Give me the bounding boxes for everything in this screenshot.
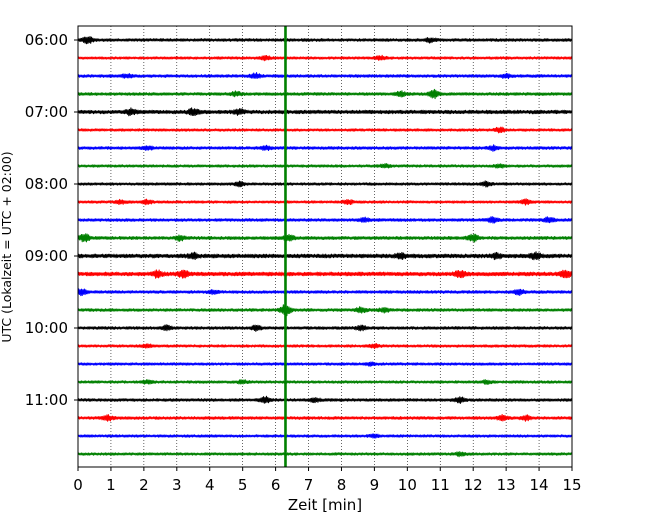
- seismogram-trace-11:45: [77, 451, 573, 458]
- plot-frame: [77, 25, 573, 468]
- seismogram-trace-11:00: [77, 395, 573, 404]
- x-tick-label: 6: [271, 476, 281, 494]
- y-tick-label: 07:00: [25, 103, 68, 121]
- seismogram-trace-09:45: [77, 304, 573, 317]
- seismogram-trace-09:15: [77, 269, 573, 279]
- seismogram-trace-08:30: [77, 216, 573, 224]
- y-tick-label: 06:00: [25, 31, 68, 49]
- seismogram-trace-10:15: [77, 343, 573, 350]
- seismogram-trace-10:30: [77, 361, 573, 367]
- y-tick-label: 09:00: [25, 247, 68, 265]
- seismogram-trace-08:45: [77, 233, 573, 243]
- seismogram-trace-10:00: [77, 324, 573, 332]
- seismogram-trace-06:00: [77, 36, 573, 45]
- seismogram-trace-06:15: [77, 54, 573, 62]
- traces: [77, 36, 573, 458]
- seismogram-trace-10:45: [77, 379, 573, 385]
- x-axis-ticks: 0 1 2 3 4 5 6 7 8 9 10 11 12 13 14 15: [73, 467, 582, 494]
- seismogram-trace-07:30: [77, 144, 573, 152]
- x-axis-label: Zeit [min]: [288, 496, 362, 514]
- seismogram-trace-07:45: [77, 163, 573, 169]
- x-tick-label: 12: [464, 476, 483, 494]
- x-tick-label: 9: [370, 476, 380, 494]
- x-tick-label: 2: [139, 476, 149, 494]
- seismogram-trace-06:45: [77, 88, 573, 100]
- x-tick-label: 15: [562, 476, 581, 494]
- y-tick-label: 11:00: [25, 391, 68, 409]
- x-tick-label: 10: [398, 476, 417, 494]
- x-tick-label: 4: [205, 476, 215, 494]
- x-tick-label: 8: [337, 476, 347, 494]
- seismogram-trace-07:00: [77, 107, 573, 117]
- x-tick-label: 5: [238, 476, 248, 494]
- seismogram-trace-09:00: [77, 251, 573, 261]
- x-tick-label: 1: [106, 476, 116, 494]
- seismogram-trace-08:00: [77, 180, 573, 188]
- x-tick-label: 3: [172, 476, 182, 494]
- x-tick-label: 7: [304, 476, 314, 494]
- seismogram-trace-11:15: [77, 414, 573, 422]
- seismogram-trace-09:30: [77, 288, 573, 297]
- x-tick-label: 13: [497, 476, 516, 494]
- y-tick-label: 08:00: [25, 175, 68, 193]
- seismogram-trace-07:15: [77, 126, 573, 134]
- x-tick-label: 0: [73, 476, 83, 494]
- seismogram-trace-08:15: [77, 198, 573, 206]
- y-axis-ticks: 06:00 07:00 08:00 09:00 10:00 11:00: [25, 31, 78, 409]
- seismogram-trace-06:30: [77, 72, 573, 80]
- x-tick-label: 14: [530, 476, 549, 494]
- seismogram-trace-11:30: [77, 433, 573, 439]
- y-axis-label: UTC (Lokalzeit = UTC + 02:00): [0, 151, 14, 342]
- x-tick-label: 11: [431, 476, 450, 494]
- y-tick-label: 10:00: [25, 319, 68, 337]
